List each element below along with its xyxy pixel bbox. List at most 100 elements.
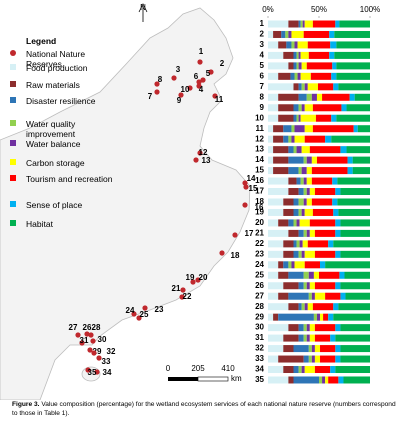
- bar-segment: [354, 93, 370, 101]
- bar-segment: [301, 167, 307, 175]
- reserve-label: 2: [220, 59, 225, 68]
- bar-segment: [278, 355, 304, 363]
- north-label: N: [140, 3, 146, 12]
- bar-segment: [314, 188, 336, 196]
- bar-segment: [303, 334, 307, 342]
- bar-segment: [291, 41, 295, 49]
- row-label: 15: [255, 166, 264, 175]
- caption: Figure 3. Value composition (percentage)…: [12, 400, 397, 418]
- reserve-marker: [187, 85, 193, 91]
- bar-segment: [268, 104, 279, 112]
- bar-segment: [353, 125, 358, 133]
- legend-swatch: [10, 140, 16, 146]
- scale-bar: [197, 376, 229, 382]
- bar-segment: [304, 303, 308, 311]
- bar-segment: [299, 219, 310, 227]
- bar-segment: [283, 240, 294, 248]
- bar-segment: [288, 30, 292, 38]
- row-label: 7: [260, 82, 265, 91]
- bar-segment: [340, 292, 346, 300]
- bar-segment: [268, 93, 279, 101]
- bar-segment: [333, 208, 339, 216]
- caption-label: Figure 3.: [12, 401, 40, 408]
- reserve-label: 6: [194, 72, 199, 81]
- bar-segment: [273, 135, 284, 143]
- bar-segment: [278, 93, 299, 101]
- bar-segment: [288, 292, 309, 300]
- bar-segment: [268, 355, 279, 363]
- bar-segment: [283, 282, 299, 290]
- scale-label: 410: [221, 364, 235, 373]
- row-label: 25: [255, 270, 264, 279]
- bar-segment: [268, 83, 294, 91]
- row-label: 12: [255, 134, 264, 143]
- bar-segment: [317, 83, 334, 91]
- bar-segment: [293, 114, 297, 122]
- row-label: 33: [255, 354, 264, 363]
- bar-segment: [311, 198, 333, 206]
- bar-segment: [334, 30, 370, 38]
- bar-segment: [311, 177, 333, 185]
- bar-segment: [268, 20, 289, 28]
- bar-segment: [301, 83, 305, 91]
- bar-segment: [296, 62, 299, 70]
- bar-segment: [268, 324, 289, 332]
- row-label: 9: [260, 103, 265, 112]
- bar-segment: [278, 292, 289, 300]
- reserve-marker: [242, 180, 248, 186]
- bar-segment: [283, 366, 294, 374]
- bar-segment: [304, 366, 315, 374]
- legend-label: National Nature Reserves: [26, 49, 86, 69]
- bar-segment: [340, 324, 370, 332]
- row-label: 27: [255, 291, 264, 300]
- legend-label: Water balance: [26, 139, 81, 149]
- bar-segment: [297, 41, 308, 49]
- reserve-marker: [197, 59, 203, 65]
- bar-segment: [290, 72, 295, 80]
- north-arrow: [138, 3, 148, 22]
- bar-segment: [298, 208, 302, 216]
- bar-segment: [268, 30, 274, 38]
- row-label: 30: [255, 323, 264, 332]
- bar-segment: [313, 313, 317, 321]
- bar-segment: [340, 250, 370, 258]
- reserve-label: 9: [177, 96, 182, 105]
- row-label: 22: [255, 239, 264, 248]
- bar-segment: [323, 313, 329, 321]
- legend-marker: [10, 50, 16, 56]
- bar-segment: [349, 93, 355, 101]
- reserve-label: 35: [88, 368, 97, 377]
- bar-segment: [314, 292, 326, 300]
- bar-segment: [303, 324, 307, 332]
- reserve-marker: [84, 331, 90, 337]
- reserve-marker: [85, 367, 91, 373]
- legend-swatch: [10, 81, 16, 87]
- legend-label: Food production: [26, 63, 88, 73]
- legend-swatch: [10, 120, 16, 126]
- x-tick-label: 50%: [311, 5, 327, 14]
- bar-segment: [283, 135, 289, 143]
- reserve-marker: [179, 294, 185, 300]
- bar-segment: [320, 313, 324, 321]
- bar-segment: [268, 345, 284, 353]
- bar-segment: [298, 229, 304, 237]
- bar-segment: [293, 83, 299, 91]
- bar-segment: [308, 355, 312, 363]
- bar-segment: [338, 376, 344, 384]
- reserve-marker: [180, 287, 186, 293]
- legend-swatch: [10, 220, 16, 226]
- bar-segment: [293, 51, 297, 59]
- bar-segment: [268, 250, 284, 258]
- reserve-marker: [197, 150, 203, 156]
- bar-segment: [304, 250, 315, 258]
- bar-segment: [325, 135, 332, 143]
- reserve-label: 16: [255, 203, 264, 212]
- bar-segment: [306, 167, 312, 175]
- bar-segment: [352, 167, 370, 175]
- bar-segment: [340, 229, 370, 237]
- bar-segment: [296, 114, 299, 122]
- reserve-marker: [94, 369, 100, 375]
- bar-segment: [340, 188, 370, 196]
- bar-segment: [281, 30, 286, 38]
- bar-segment: [306, 282, 310, 290]
